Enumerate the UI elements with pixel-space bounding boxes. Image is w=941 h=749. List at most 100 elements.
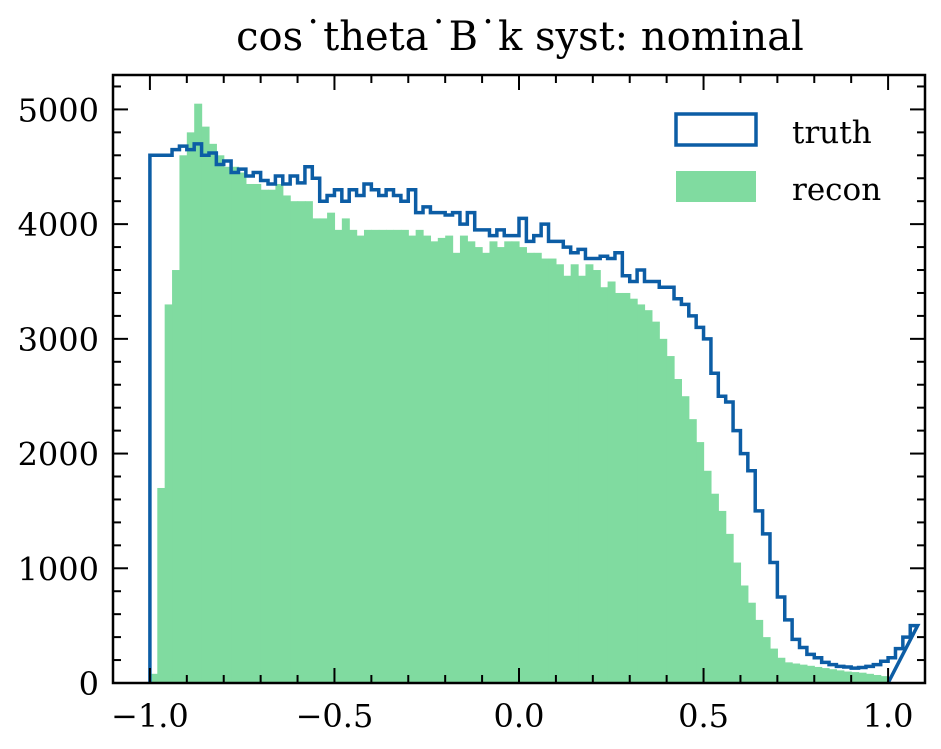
recon-bar bbox=[268, 189, 276, 683]
recon-bar bbox=[784, 662, 793, 683]
recon-bar bbox=[304, 201, 313, 684]
recon-bar bbox=[578, 275, 587, 683]
recon-bar bbox=[725, 533, 734, 683]
recon-bar bbox=[762, 637, 771, 683]
legend-truth-swatch bbox=[674, 112, 758, 147]
recon-bar bbox=[769, 648, 778, 683]
recon-bar bbox=[430, 241, 439, 683]
recon-bar bbox=[349, 229, 358, 683]
recon-bar bbox=[563, 275, 572, 683]
recon-bar bbox=[290, 201, 299, 684]
recon-bar bbox=[201, 126, 210, 684]
axis-tick-labels: −1.0 −0.5 0.0 0.5 1.0 0 1000 2000 3000 4000 5000 bbox=[18, 91, 914, 735]
recon-bar bbox=[541, 258, 550, 683]
recon-series bbox=[149, 103, 889, 684]
legend-recon-swatch bbox=[676, 171, 756, 202]
recon-bar bbox=[821, 668, 830, 683]
recon-bar bbox=[260, 189, 269, 683]
recon-bar bbox=[363, 229, 372, 683]
recon-bar bbox=[445, 235, 454, 684]
recon-bar bbox=[836, 670, 845, 683]
recon-bar bbox=[600, 287, 609, 683]
recon-bar bbox=[644, 310, 653, 683]
recon-bar bbox=[415, 229, 424, 683]
recon-bar bbox=[371, 229, 380, 683]
x-tick-label: 0.0 bbox=[494, 697, 545, 735]
y-tick-label: 5000 bbox=[18, 91, 99, 129]
recon-bar bbox=[806, 665, 815, 683]
recon-bar bbox=[245, 183, 254, 683]
recon-bar bbox=[747, 602, 756, 683]
recon-bar bbox=[829, 669, 838, 683]
recon-bar bbox=[519, 247, 527, 683]
recon-bar bbox=[703, 470, 712, 683]
recon-bar bbox=[489, 241, 498, 683]
recon-bar bbox=[386, 229, 395, 683]
legend: truth recon bbox=[674, 112, 881, 208]
recon-bar bbox=[356, 235, 365, 684]
recon-bar bbox=[526, 252, 535, 683]
recon-bar bbox=[511, 241, 520, 683]
recon-bar bbox=[659, 338, 668, 683]
recon-bar bbox=[238, 172, 247, 683]
recon-bar bbox=[393, 229, 402, 683]
x-tick-label: −1.0 bbox=[111, 697, 189, 735]
y-tick-label: 1000 bbox=[18, 550, 99, 588]
truth-series-line bbox=[148, 142, 921, 684]
recon-bar bbox=[216, 155, 225, 683]
recon-bar bbox=[740, 585, 749, 683]
recon-bar bbox=[733, 562, 742, 683]
recon-bar bbox=[459, 235, 468, 684]
recon-bar bbox=[622, 292, 631, 683]
recon-bar bbox=[674, 379, 682, 683]
recon-bar bbox=[607, 281, 616, 683]
recon-bar bbox=[327, 212, 336, 683]
recon-bar bbox=[710, 493, 719, 683]
y-tick-label: 0 bbox=[79, 665, 99, 703]
recon-bar bbox=[149, 673, 158, 683]
recon-bar bbox=[482, 252, 491, 683]
recon-bar bbox=[378, 229, 387, 683]
recon-bar bbox=[297, 201, 306, 684]
recon-bar bbox=[319, 218, 328, 683]
recon-bar bbox=[231, 166, 240, 684]
recon-bar bbox=[696, 442, 705, 683]
y-tick-label: 4000 bbox=[18, 206, 99, 244]
recon-bar bbox=[858, 672, 867, 683]
recon-bar bbox=[334, 229, 343, 683]
x-tick-label: 1.0 bbox=[863, 697, 914, 735]
recon-bar bbox=[172, 270, 181, 683]
x-tick-label: 0.5 bbox=[678, 697, 729, 735]
recon-bar bbox=[585, 264, 594, 683]
recon-bar bbox=[637, 304, 646, 683]
recon-bar bbox=[164, 304, 173, 683]
recon-bar bbox=[814, 666, 823, 683]
recon-bar bbox=[194, 103, 203, 683]
recon-bar bbox=[341, 218, 350, 683]
recon-bar bbox=[275, 183, 284, 683]
recon-bar bbox=[873, 674, 882, 683]
recon-bar bbox=[312, 218, 321, 683]
recon-bar bbox=[755, 619, 764, 683]
recon-bar bbox=[467, 241, 476, 683]
plot-area bbox=[148, 103, 921, 684]
recon-bar bbox=[880, 676, 889, 683]
recon-bar bbox=[157, 487, 166, 683]
y-tick-label: 3000 bbox=[18, 321, 99, 359]
recon-bar bbox=[718, 510, 727, 683]
recon-bar bbox=[179, 155, 188, 683]
y-tick-label: 2000 bbox=[18, 436, 99, 474]
legend-recon-label: recon bbox=[792, 172, 881, 208]
axis-ticks bbox=[112, 75, 926, 684]
recon-bar bbox=[681, 396, 690, 683]
recon-bar bbox=[799, 664, 808, 683]
recon-bar bbox=[592, 270, 601, 683]
recon-bar bbox=[408, 235, 417, 684]
recon-bar bbox=[666, 356, 675, 683]
recon-bar bbox=[614, 292, 623, 683]
recon-bar bbox=[208, 143, 217, 683]
recon-bar bbox=[504, 241, 513, 683]
recon-bar bbox=[570, 264, 579, 683]
chart-title: cos˙theta˙B˙k syst: nominal bbox=[236, 14, 804, 60]
